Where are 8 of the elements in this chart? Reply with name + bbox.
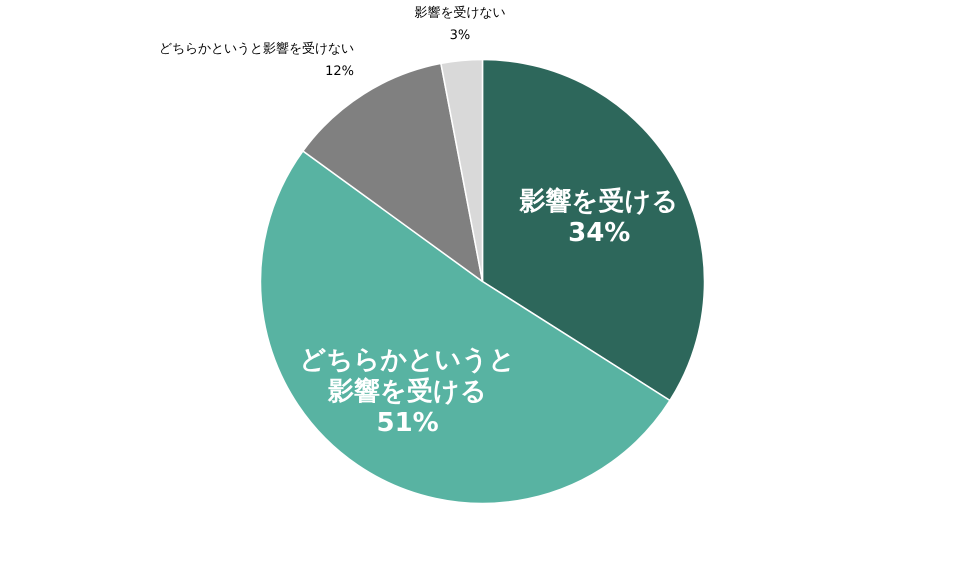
- slice-label: 影響を受けない: [414, 5, 506, 20]
- data-label: 3%: [450, 28, 470, 43]
- slice-label: どちらかというと影響を受ける: [300, 345, 516, 407]
- slice-label: 影響を受ける: [518, 186, 679, 217]
- data-label: 51%: [376, 408, 439, 438]
- slice-label: どちらかというと影響を受けない: [159, 42, 354, 57]
- data-label: 34%: [568, 218, 630, 248]
- data-label: 12%: [325, 64, 354, 80]
